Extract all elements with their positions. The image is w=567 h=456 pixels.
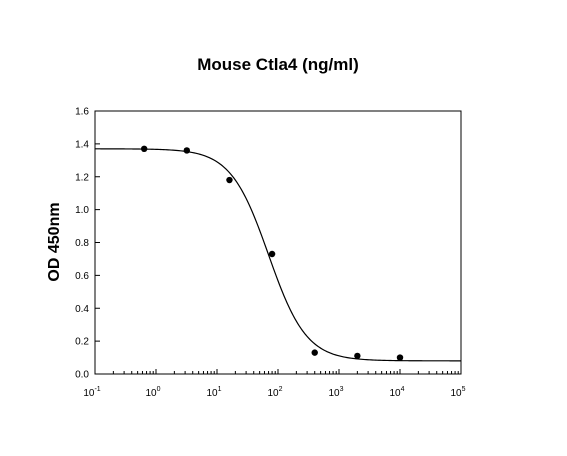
y-tick-label: 0.0: [75, 370, 89, 381]
data-points: [140, 145, 404, 361]
chart-title: Mouse Ctla4 (ng/ml): [197, 55, 359, 74]
plot-frame: [94, 110, 462, 375]
y-axis-label: OD 450nm: [46, 202, 63, 281]
data-point: [311, 349, 318, 356]
x-tick-label: 10-1: [83, 386, 100, 399]
y-tick-label: 0.6: [75, 271, 89, 282]
data-point: [226, 176, 233, 184]
x-tick-label: 101: [206, 386, 221, 399]
y-tick-label: 1.6: [75, 107, 89, 118]
y-tick-label: 0.4: [75, 304, 89, 315]
y-axis: 0.0 0.2 0.4 0.6 0.8 1.0 1.2 1.4 1.6: [75, 107, 100, 381]
data-point: [268, 250, 276, 258]
y-tick-label: 1.4: [75, 139, 89, 150]
x-tick-label: 100: [145, 386, 160, 399]
data-point: [396, 354, 404, 361]
data-point: [354, 352, 361, 360]
y-tick-label: 0.8: [75, 238, 89, 249]
x-tick-label: 102: [267, 386, 282, 399]
y-tick-label: 1.2: [75, 172, 89, 183]
data-point: [140, 145, 148, 153]
x-axis: 10-1 100 101 102 103 104 105: [83, 369, 466, 399]
x-tick-label: 104: [389, 386, 404, 399]
data-point: [183, 147, 191, 154]
fit-curve: [95, 148, 461, 362]
x-tick-label: 105: [450, 386, 465, 399]
y-tick-label: 1.0: [75, 205, 89, 216]
y-tick-label: 0.2: [75, 337, 89, 348]
x-tick-label: 103: [328, 386, 343, 399]
